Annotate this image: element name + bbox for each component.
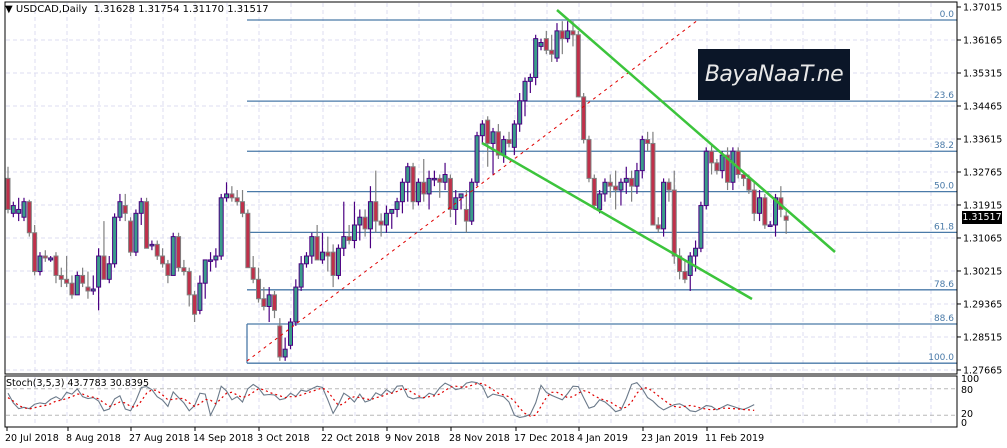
svg-text:27 Aug 2018: 27 Aug 2018 (129, 433, 190, 444)
svg-text:100.0: 100.0 (928, 353, 954, 363)
symbol-label: USDCAD,Daily (15, 4, 88, 15)
svg-text:22 Oct 2018: 22 Oct 2018 (321, 433, 380, 444)
grid-lines (6, 3, 957, 426)
trend-lines[interactable] (246, 9, 836, 362)
svg-text:1.36165: 1.36165 (963, 35, 1002, 46)
svg-text:1.32765: 1.32765 (963, 167, 1002, 178)
axes: 1.37015 1.36165 1.35315 1.34465 1.33615 1.327… (4, 1, 1002, 444)
candlesticks (5, 21, 789, 361)
svg-text:61.8: 61.8 (934, 222, 954, 232)
svg-text:1.37015: 1.37015 (963, 3, 1002, 14)
current-price-tag: 1.31517 (962, 211, 1002, 224)
svg-text:1.29365: 1.29365 (963, 299, 1002, 310)
svg-text:1.31915: 1.31915 (963, 200, 1002, 211)
chart-header: ▼ USDCAD,Daily 1.31628 1.31754 1.31170 1… (5, 4, 269, 15)
svg-text:23.6: 23.6 (934, 91, 954, 101)
svg-text:50.0: 50.0 (934, 182, 954, 192)
indicator-label: Stoch(3,5,3) 43.7783 30.8395 (6, 378, 150, 389)
svg-text:0.0: 0.0 (940, 10, 955, 20)
svg-text:80: 80 (961, 385, 973, 396)
svg-text:28 Nov 2018: 28 Nov 2018 (449, 433, 510, 444)
svg-text:17 Dec 2018: 17 Dec 2018 (514, 433, 575, 444)
svg-text:1.35315: 1.35315 (963, 68, 1002, 79)
svg-text:1.28515: 1.28515 (963, 332, 1002, 343)
svg-text:88.6: 88.6 (934, 314, 954, 324)
svg-text:3 Oct 2018: 3 Oct 2018 (257, 433, 310, 444)
watermark-logo: BayaNaaT.ne (698, 49, 850, 100)
ohlc-values: 1.31628 1.31754 1.31170 1.31517 (93, 4, 269, 15)
triangle-down-icon[interactable]: ▼ (5, 4, 16, 15)
svg-text:1.31065: 1.31065 (963, 233, 1002, 244)
svg-text:11 Feb 2019: 11 Feb 2019 (705, 433, 764, 444)
svg-text:1.27665: 1.27665 (963, 365, 1002, 376)
svg-text:20 Jul 2018: 20 Jul 2018 (5, 433, 59, 444)
svg-text:1.30215: 1.30215 (963, 266, 1002, 277)
svg-text:4 Jan 2019: 4 Jan 2019 (577, 433, 628, 444)
svg-text:1.34465: 1.34465 (963, 101, 1002, 112)
svg-text:20: 20 (961, 409, 973, 420)
svg-text:100: 100 (961, 374, 979, 385)
svg-text:1.33615: 1.33615 (963, 134, 1002, 145)
svg-text:9 Nov 2018: 9 Nov 2018 (385, 433, 440, 444)
svg-text:23 Jan 2019: 23 Jan 2019 (641, 433, 698, 444)
stochastic-oscillator (6, 381, 957, 418)
fibonacci-retracement[interactable]: 0.0 23.6 38.2 50.0 61.8 78.6 88.6 100.0 (246, 10, 957, 364)
svg-text:0: 0 (961, 418, 967, 429)
svg-text:8 Aug 2018: 8 Aug 2018 (66, 433, 121, 444)
svg-text:14 Sep 2018: 14 Sep 2018 (193, 433, 253, 444)
svg-text:38.2: 38.2 (934, 141, 954, 151)
svg-text:78.6: 78.6 (934, 280, 954, 290)
